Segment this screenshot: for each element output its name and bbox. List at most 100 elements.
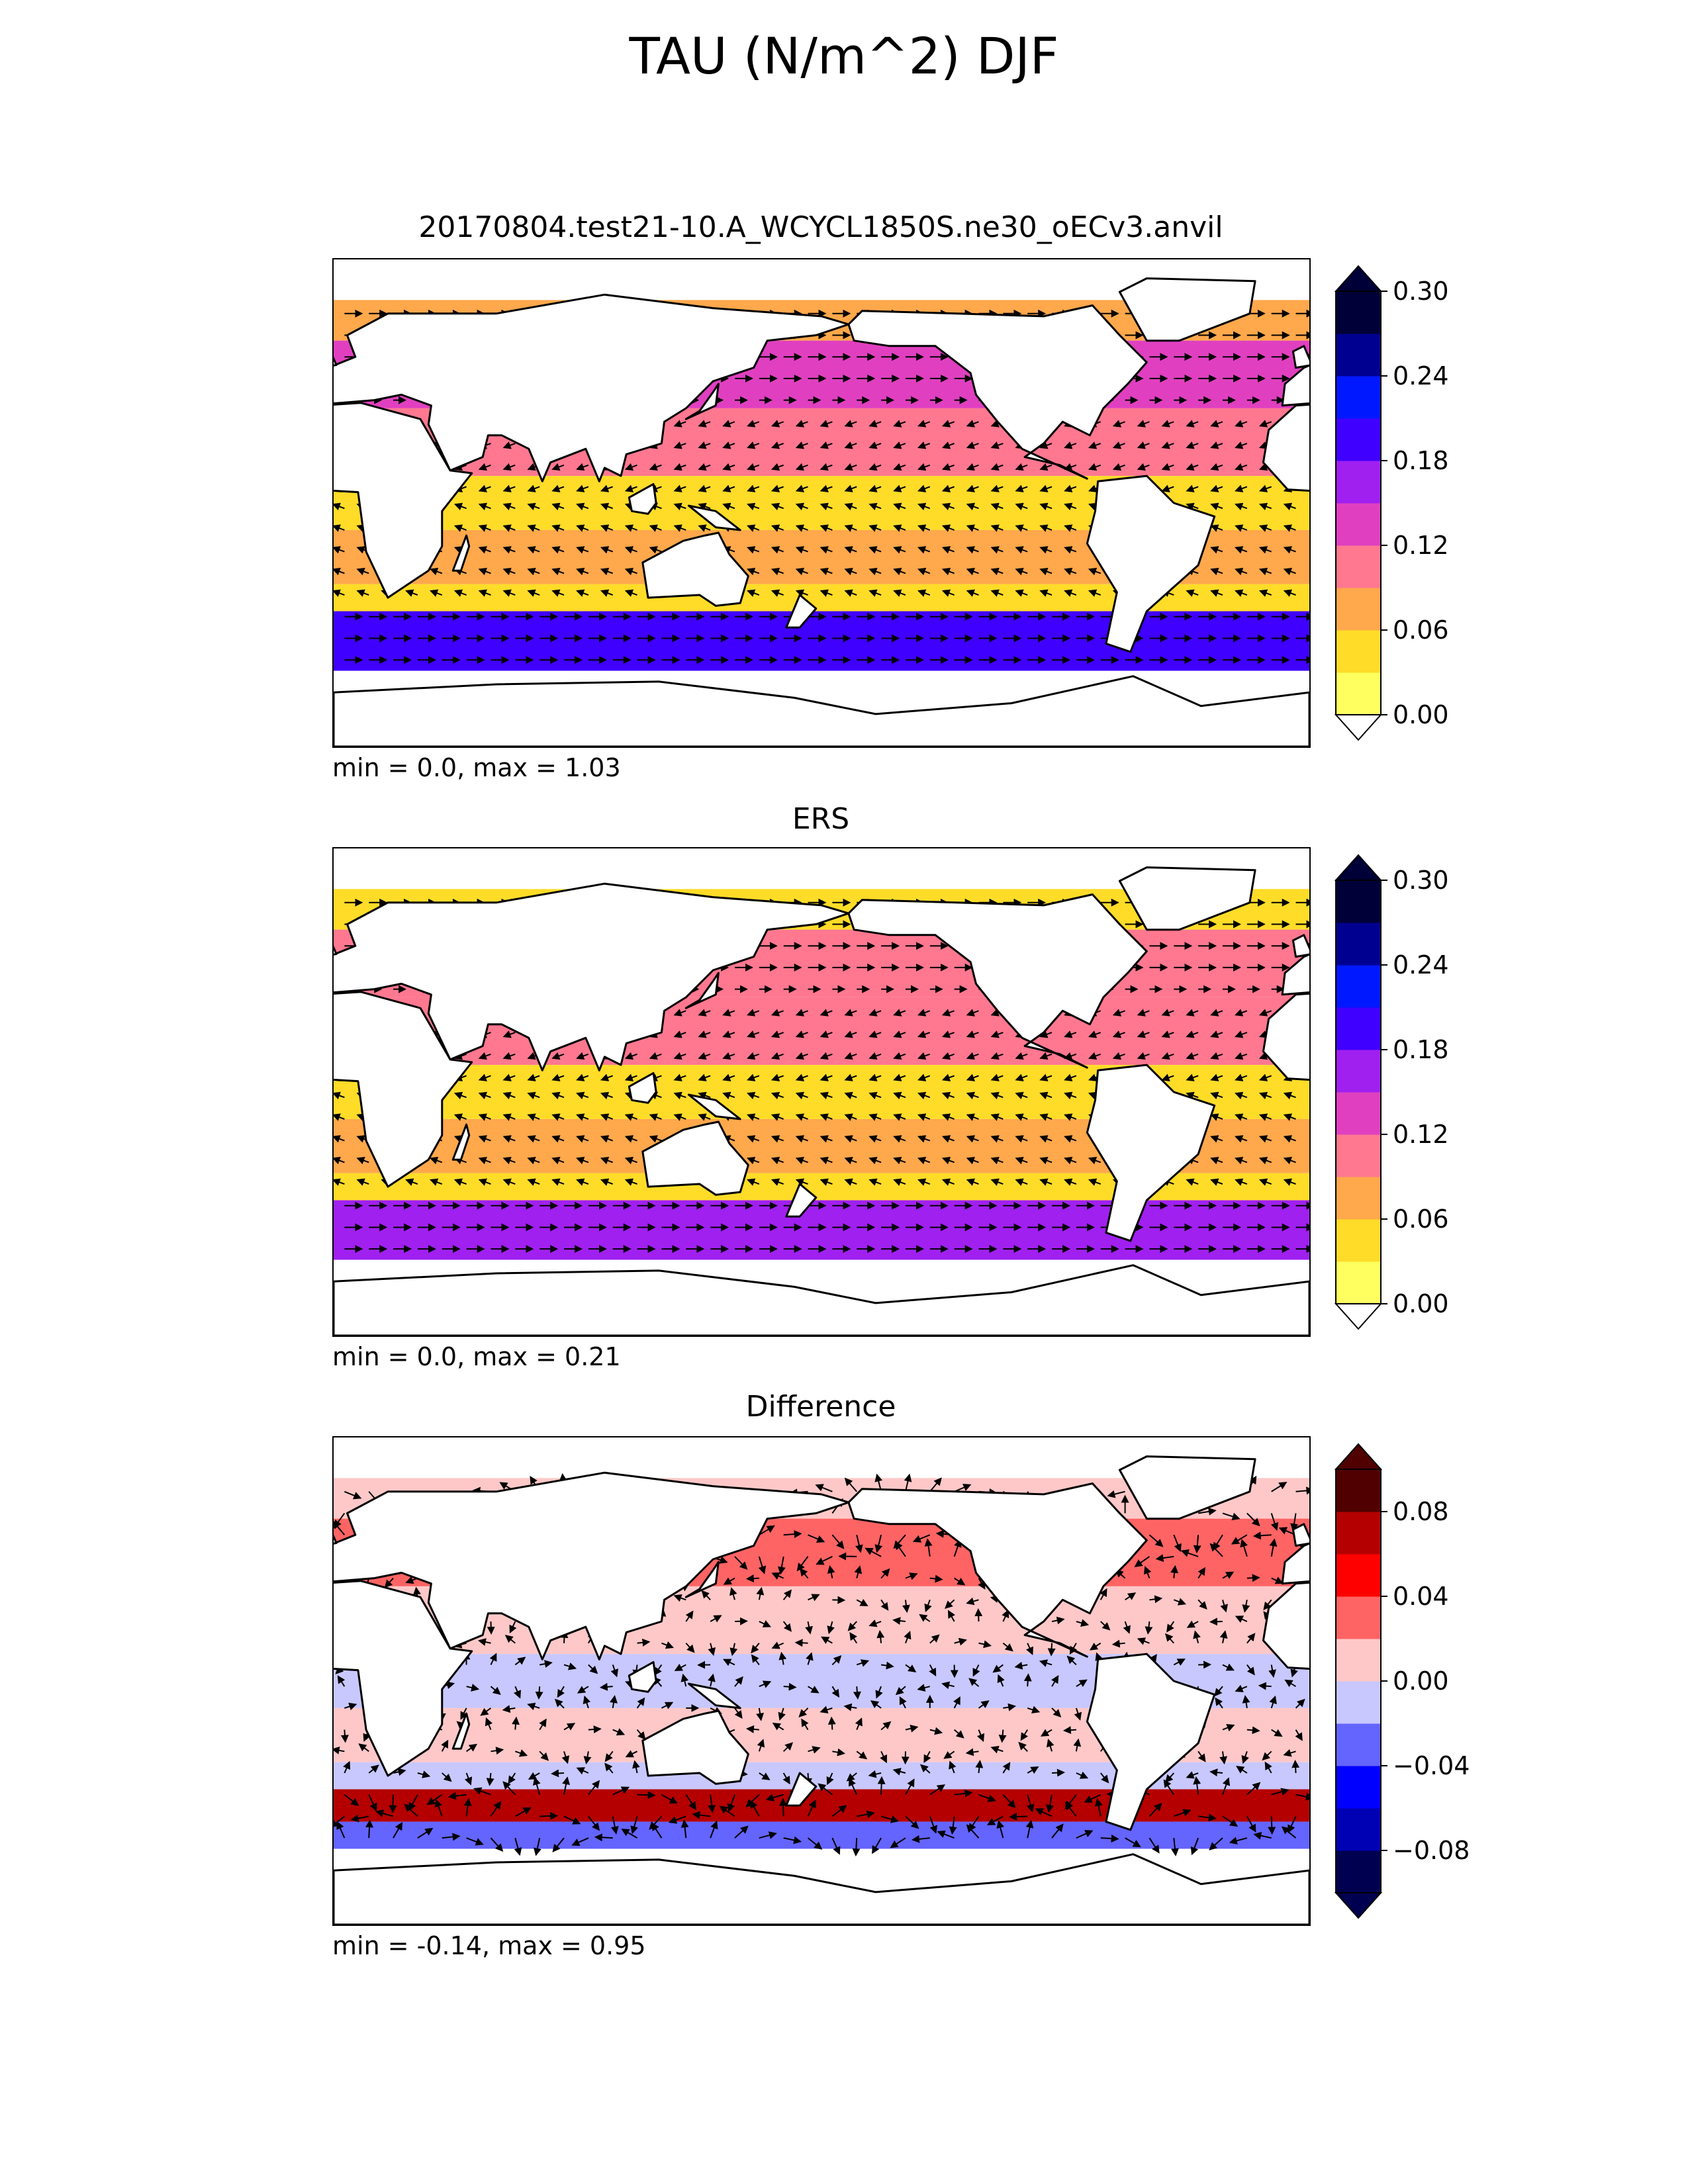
wind-vector (917, 1091, 931, 1100)
wind-vector (527, 567, 540, 576)
colorbar-swatch (1336, 1007, 1381, 1050)
wind-vector (868, 1178, 882, 1186)
wind-vector (1107, 1490, 1125, 1498)
wind-vector (941, 1073, 955, 1081)
wind-vector (1088, 567, 1102, 576)
wind-vector (1283, 589, 1296, 597)
wind-vector (868, 1113, 882, 1121)
wind-vector (1161, 420, 1174, 428)
wind-vector (941, 441, 955, 449)
wind-vector (600, 589, 614, 597)
wind-vector (966, 1178, 979, 1186)
wind-vector (551, 1052, 565, 1060)
colorbar-tick-label: 0.24 (1393, 361, 1449, 390)
wind-vector (673, 1030, 686, 1038)
landmass-samerica (1086, 1064, 1216, 1242)
colorbar-extend-min (1334, 1892, 1383, 1919)
colorbar-tick-label: 0.24 (1393, 950, 1449, 979)
panel-2-stats: min = 0.0, max = 0.21 (332, 1342, 621, 1371)
wind-vector (893, 589, 906, 597)
wind-vector (527, 1091, 540, 1100)
wind-vector (1210, 1030, 1223, 1038)
wind-vector (893, 502, 906, 511)
panel-2-colorbar: 0.00 0.06 0.12 0.18 0.24 0.30 (1331, 847, 1503, 1337)
wind-vector (1235, 1135, 1248, 1143)
wind-vector (844, 1477, 857, 1492)
wind-vector (844, 441, 857, 449)
wind-vector (966, 524, 979, 532)
wind-vector (966, 1091, 979, 1100)
landmass-antarctica (334, 675, 1309, 747)
wind-vector (576, 1073, 589, 1081)
wind-vector (356, 1156, 369, 1165)
colorbar-tick-label: 0.18 (1393, 446, 1449, 475)
landmass-eurasia (1281, 953, 1309, 996)
wind-vector (1137, 1030, 1150, 1038)
wind-vector (795, 567, 808, 576)
wind-vector (527, 524, 540, 532)
wind-vector (698, 524, 711, 532)
wind-vector (917, 463, 931, 471)
wind-vector (941, 1091, 955, 1100)
wind-vector (917, 1113, 931, 1121)
wind-vector (1258, 589, 1272, 597)
wind-vector (1210, 1113, 1223, 1121)
wind-vector (917, 589, 931, 597)
landmass-nz (785, 1183, 818, 1218)
wind-vector (820, 567, 833, 576)
land (334, 866, 1309, 1336)
wind-vector (502, 1178, 516, 1186)
panel-1-colorbar: 0.00 0.06 0.12 0.18 0.24 0.30 (1331, 258, 1503, 748)
wind-vector (478, 1178, 491, 1186)
wind-vector (1283, 1113, 1296, 1121)
wind-vector (600, 502, 614, 511)
wind-vector (1283, 1156, 1296, 1165)
wind-vector (795, 1178, 808, 1186)
wind-vector (624, 546, 637, 554)
wind-vector (673, 502, 686, 511)
wind-vector (1186, 502, 1199, 511)
wind-vector (941, 1009, 955, 1017)
map-canvas (334, 866, 1309, 1336)
wind-vector (698, 441, 711, 449)
wind-vector (600, 484, 614, 492)
wind-vector (334, 1135, 345, 1143)
wind-vector (527, 1073, 540, 1081)
wind-vector (844, 463, 857, 471)
wind-vector (1015, 589, 1028, 597)
wind-vector (1039, 1052, 1053, 1060)
wind-vector (779, 1797, 788, 1817)
wind-vector (1039, 502, 1053, 511)
wind-vector (1235, 1178, 1248, 1186)
wind-vector (551, 1073, 565, 1081)
wind-vector (1039, 1135, 1053, 1143)
wind-vector (551, 589, 565, 597)
wind-vector (334, 589, 345, 597)
wind-vector (966, 463, 979, 471)
colorbar-swatch (1336, 1261, 1381, 1304)
wind-vector (893, 567, 906, 576)
wind-vector (917, 567, 931, 576)
wind-vector (844, 484, 857, 492)
wind-vector (893, 1091, 906, 1100)
landmass-australia (641, 531, 749, 607)
wind-vector (990, 1091, 1004, 1100)
wind-vector (941, 1178, 955, 1186)
colorbar-swatch (1336, 418, 1381, 461)
wind-vector (1137, 463, 1150, 471)
panel-3-colorbar: −0.08 −0.04 0.00 0.04 0.08 (1331, 1436, 1503, 1926)
wind-vector (1258, 484, 1272, 492)
wind-vector (334, 1113, 345, 1121)
landmass-africa (1262, 403, 1309, 492)
wind-vector (747, 524, 760, 532)
landmass-greenland (1118, 866, 1256, 931)
wind-vector (624, 1156, 637, 1165)
wind-vector (527, 1113, 540, 1121)
wind-vector (820, 1135, 833, 1143)
wind-vector (844, 1156, 857, 1165)
wind-vector (1015, 1135, 1028, 1143)
wind-vector (722, 1073, 735, 1081)
wind-vector (1064, 484, 1077, 492)
wind-vector (1088, 1156, 1102, 1165)
wind-vector (1161, 463, 1174, 471)
